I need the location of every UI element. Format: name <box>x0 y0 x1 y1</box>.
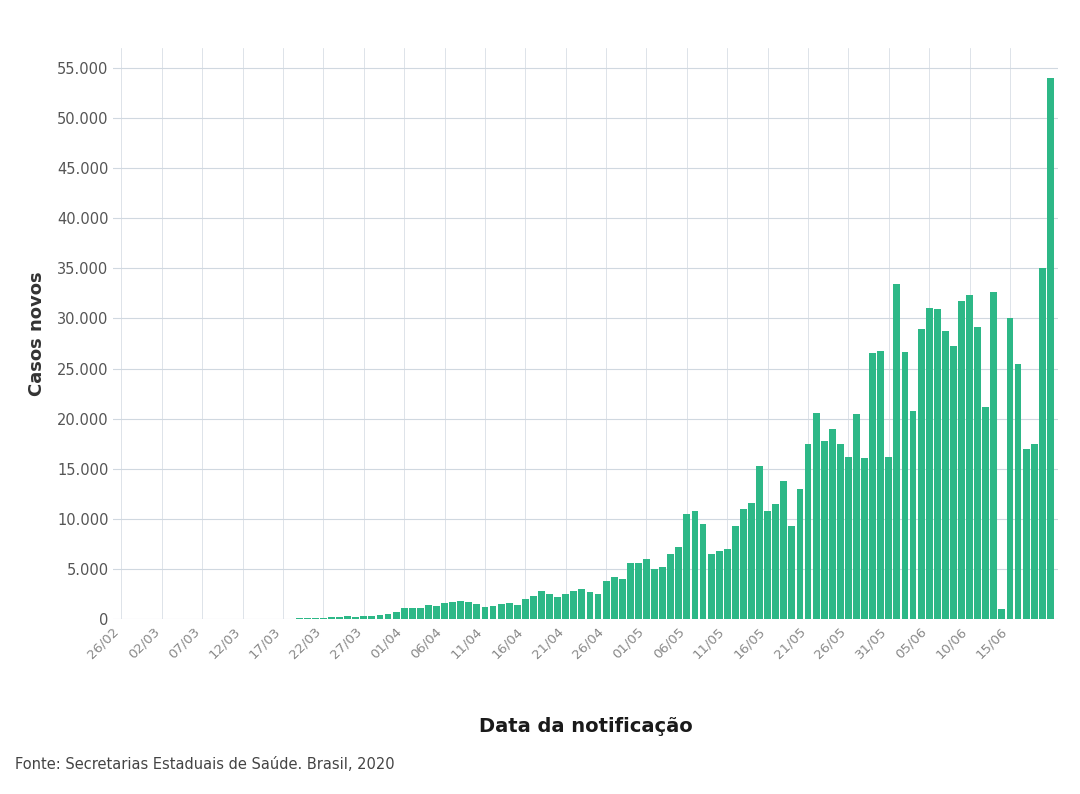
Bar <box>328 617 335 619</box>
Bar <box>893 284 901 619</box>
Bar <box>449 603 456 619</box>
Bar <box>563 594 569 619</box>
Bar <box>812 413 820 619</box>
Bar <box>998 609 1005 619</box>
Bar <box>828 429 836 619</box>
Bar <box>974 327 981 619</box>
Bar <box>635 563 642 619</box>
Bar <box>990 292 997 619</box>
Bar <box>909 410 917 619</box>
Bar <box>619 579 625 619</box>
Bar <box>401 608 407 619</box>
Bar <box>530 596 537 619</box>
Bar <box>853 414 860 619</box>
Bar <box>748 503 755 619</box>
Bar <box>498 604 504 619</box>
Bar <box>934 310 941 619</box>
Bar <box>667 554 674 619</box>
Bar <box>918 330 924 619</box>
Bar <box>336 617 343 619</box>
Bar <box>756 466 762 619</box>
Bar <box>457 601 464 619</box>
Bar <box>732 526 739 619</box>
Bar <box>942 331 948 619</box>
Bar <box>837 444 843 619</box>
Bar <box>724 549 731 619</box>
Bar <box>861 458 868 619</box>
Bar <box>967 295 973 619</box>
Bar <box>1023 449 1029 619</box>
Bar <box>1047 78 1054 619</box>
Bar <box>691 511 699 619</box>
Bar <box>788 526 795 619</box>
Bar <box>546 594 553 619</box>
Bar <box>626 563 634 619</box>
Bar <box>740 509 747 619</box>
Bar <box>926 308 933 619</box>
Bar <box>368 616 375 619</box>
Bar <box>424 605 432 619</box>
Bar <box>610 577 618 619</box>
Bar <box>433 607 440 619</box>
Bar <box>522 599 529 619</box>
Bar <box>707 554 715 619</box>
Bar <box>312 618 319 619</box>
Bar <box>554 597 562 619</box>
Bar <box>384 614 391 619</box>
Bar <box>659 567 666 619</box>
Bar <box>465 603 472 619</box>
Bar <box>684 514 690 619</box>
Bar <box>603 581 609 619</box>
Bar <box>586 592 593 619</box>
Bar <box>797 489 804 619</box>
Text: Fonte: Secretarias Estaduais de Saúde. Brasil, 2020: Fonte: Secretarias Estaduais de Saúde. B… <box>15 757 395 772</box>
Bar <box>675 547 683 619</box>
Bar <box>417 608 423 619</box>
Bar <box>651 569 658 619</box>
Bar <box>886 457 892 619</box>
Bar <box>805 444 811 619</box>
Bar <box>1007 318 1013 619</box>
Bar <box>473 604 481 619</box>
Bar <box>1039 268 1045 619</box>
Bar <box>393 612 400 619</box>
Bar <box>1030 444 1038 619</box>
Bar <box>570 592 577 619</box>
X-axis label: Data da notificação: Data da notificação <box>480 717 692 736</box>
Bar <box>361 615 367 619</box>
Bar <box>514 605 521 619</box>
Bar <box>765 511 771 619</box>
Y-axis label: Casos novos: Casos novos <box>28 272 45 395</box>
Bar <box>845 457 852 619</box>
Bar <box>505 603 513 619</box>
Bar <box>441 603 448 619</box>
Bar <box>352 616 360 619</box>
Bar <box>409 608 416 619</box>
Bar <box>772 504 779 619</box>
Bar <box>877 350 885 619</box>
Bar <box>950 345 957 619</box>
Bar <box>869 353 876 619</box>
Bar <box>538 592 545 619</box>
Bar <box>377 615 383 619</box>
Bar <box>902 352 908 619</box>
Bar <box>345 616 351 619</box>
Bar <box>983 407 989 619</box>
Bar <box>595 594 602 619</box>
Bar <box>482 607 488 619</box>
Bar <box>700 524 706 619</box>
Bar <box>320 618 327 619</box>
Bar <box>1014 364 1022 619</box>
Bar <box>821 441 827 619</box>
Bar <box>716 551 723 619</box>
Bar <box>958 302 964 619</box>
Bar <box>579 589 585 619</box>
Bar <box>489 607 497 619</box>
Bar <box>643 559 650 619</box>
Bar <box>781 481 787 619</box>
